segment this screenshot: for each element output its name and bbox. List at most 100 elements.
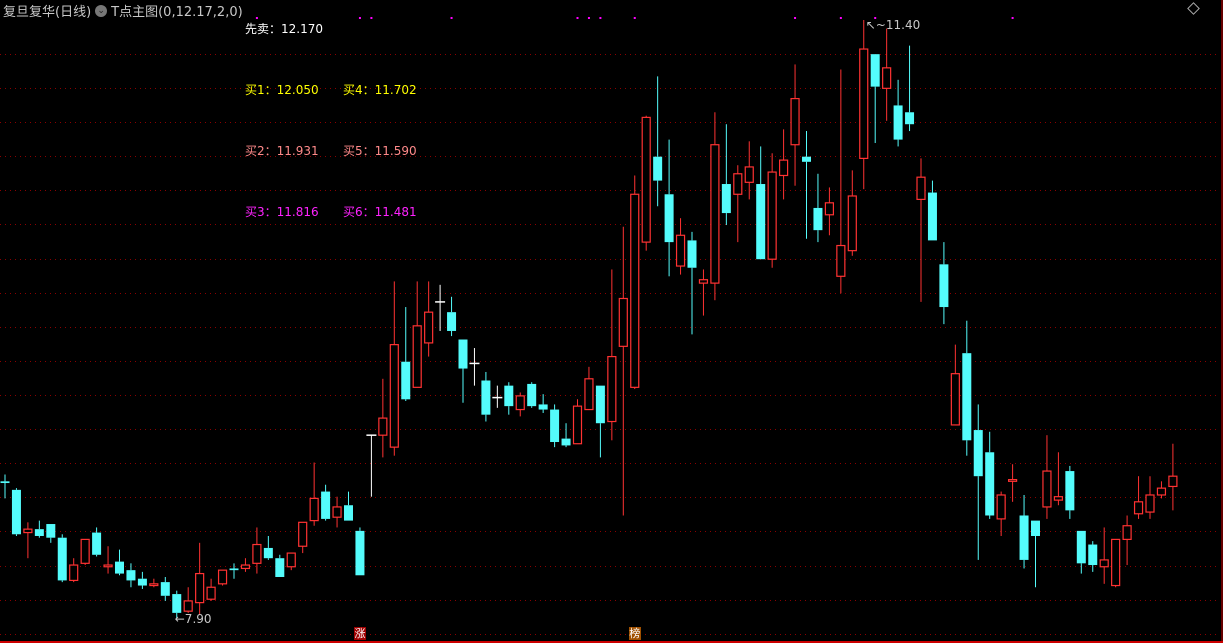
candle-body [802, 156, 811, 162]
candle [160, 576, 170, 601]
candle [836, 69, 846, 294]
candle-body [870, 54, 880, 87]
candle-body [1053, 496, 1064, 501]
candle [492, 385, 503, 408]
candle [103, 546, 113, 574]
badge-zhang[interactable]: 涨 [353, 627, 366, 640]
candle [1122, 515, 1132, 566]
candle [515, 392, 525, 417]
candle-body [538, 404, 548, 410]
level-label: 买3： [245, 205, 277, 219]
candle [378, 378, 388, 458]
candle-body [572, 405, 583, 445]
candle-body [595, 385, 605, 424]
candle [1099, 527, 1109, 584]
candle-body [195, 572, 205, 604]
candle-body [973, 430, 983, 477]
candle [0, 474, 10, 499]
candle-body [504, 385, 514, 407]
candle-body [905, 112, 915, 125]
candle [618, 226, 628, 516]
candle [927, 180, 937, 241]
candle [447, 296, 457, 337]
candle [756, 146, 766, 260]
signal-dot [633, 17, 636, 19]
candle [172, 590, 182, 618]
candle [664, 139, 674, 277]
candle [985, 431, 995, 519]
candle [217, 569, 228, 586]
signal-dot [358, 17, 361, 19]
candle-body [332, 506, 342, 518]
candle [550, 404, 560, 448]
candle-body [813, 207, 823, 231]
candle [572, 399, 583, 445]
candle [23, 522, 33, 559]
candle [481, 371, 491, 422]
candle [1065, 465, 1075, 519]
level-value: 12.170 [281, 22, 324, 36]
candle-body [1099, 559, 1109, 568]
candle-body [115, 561, 124, 574]
candle [355, 527, 365, 576]
candle-body [160, 582, 170, 596]
candle-body [458, 339, 468, 369]
candle [824, 187, 835, 236]
candle [698, 269, 709, 316]
candle-body [1133, 501, 1144, 515]
candle-body [1031, 520, 1040, 536]
candle-body [607, 355, 617, 423]
indicator-title[interactable]: T点主图(0,12.17,2,0) [111, 5, 243, 20]
candle [641, 115, 651, 251]
candle [905, 45, 915, 132]
candle-body [389, 344, 399, 448]
level-value: 11.702 [374, 83, 417, 97]
candle [401, 307, 411, 402]
chart-title-bar: 复旦复华(日线) ⌄ T点主图(0,12.17,2,0) [3, 1, 243, 20]
candle-body [653, 156, 663, 181]
level-value: 11.481 [374, 205, 417, 219]
candle-body [412, 325, 422, 388]
level-value: 11.931 [276, 144, 319, 158]
candle-body [721, 184, 731, 214]
candle [653, 76, 663, 207]
candle-body [183, 600, 193, 612]
candle [744, 141, 754, 200]
level-buy4: 买4：11.702 [343, 81, 417, 98]
candle [1088, 541, 1098, 572]
candle [939, 242, 949, 325]
candle [252, 527, 262, 574]
level-label: 买5： [343, 144, 375, 158]
candle-body [321, 491, 331, 519]
chevron-circle-icon[interactable]: ⌄ [95, 4, 108, 17]
candle-body [950, 373, 960, 426]
level-label: 买2： [245, 144, 277, 158]
candle-body [275, 558, 285, 577]
candle-body [927, 192, 937, 241]
level-buy5: 买5：11.590 [343, 142, 417, 159]
candle-body [401, 361, 411, 400]
candle-body [630, 193, 640, 388]
candle [767, 153, 777, 268]
badge-bang[interactable]: 榜 [628, 627, 641, 640]
candle-body [1156, 487, 1167, 496]
signal-dot [450, 17, 453, 19]
candle [778, 129, 789, 200]
candle [962, 320, 972, 456]
stock-title: 复旦复华(日线) [3, 5, 92, 20]
candle-body [790, 97, 800, 146]
signal-dot [874, 17, 877, 19]
level-buy2: 买2：11.931 [245, 142, 319, 159]
signal-dot [599, 17, 602, 19]
candle-body [263, 547, 273, 559]
candle-body [309, 497, 319, 522]
level-value: 11.816 [276, 205, 319, 219]
candle-body [11, 489, 21, 535]
candle [435, 284, 446, 331]
candle-body [240, 564, 251, 570]
candle-body [92, 532, 102, 555]
candle [286, 552, 296, 571]
candle-body [103, 564, 113, 568]
candle [733, 165, 743, 243]
candle-body [424, 311, 434, 344]
